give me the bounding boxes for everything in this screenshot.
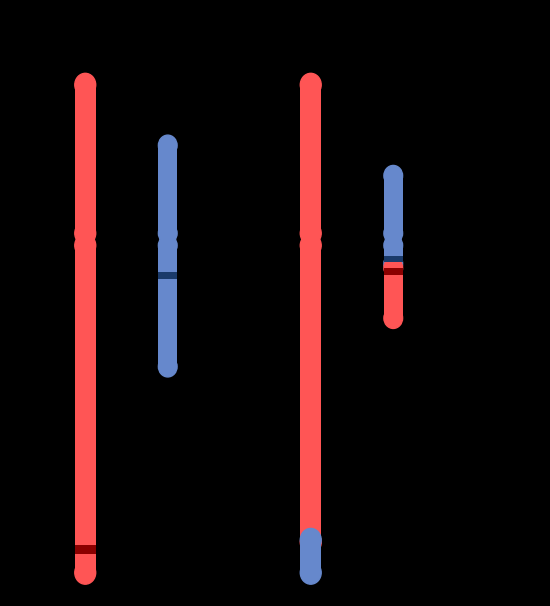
Circle shape — [384, 258, 403, 278]
Circle shape — [384, 165, 403, 186]
Circle shape — [384, 308, 403, 328]
Circle shape — [384, 253, 403, 274]
Circle shape — [75, 234, 96, 257]
Circle shape — [75, 73, 96, 96]
Bar — [300, 245, 321, 542]
Circle shape — [158, 235, 177, 256]
Bar — [388, 234, 398, 245]
Bar — [158, 145, 177, 233]
Bar — [75, 85, 96, 233]
Bar — [384, 268, 403, 318]
Bar — [80, 234, 91, 245]
Circle shape — [384, 235, 403, 256]
Circle shape — [300, 222, 321, 245]
Bar — [75, 245, 96, 573]
Circle shape — [384, 223, 403, 244]
Circle shape — [158, 135, 177, 156]
Bar — [300, 540, 321, 573]
Circle shape — [300, 234, 321, 257]
Bar — [300, 85, 321, 233]
Bar — [384, 268, 403, 275]
Bar — [384, 245, 403, 264]
Circle shape — [300, 531, 321, 554]
Bar — [163, 234, 173, 245]
Circle shape — [75, 561, 96, 584]
Bar — [158, 272, 177, 279]
Bar — [384, 256, 403, 262]
Circle shape — [158, 223, 177, 244]
Circle shape — [75, 222, 96, 245]
Bar — [75, 545, 96, 554]
Bar — [158, 245, 177, 367]
Circle shape — [300, 528, 321, 551]
Circle shape — [300, 73, 321, 96]
Bar — [384, 176, 403, 233]
Circle shape — [158, 356, 177, 377]
Circle shape — [300, 561, 321, 584]
Bar — [305, 234, 316, 245]
